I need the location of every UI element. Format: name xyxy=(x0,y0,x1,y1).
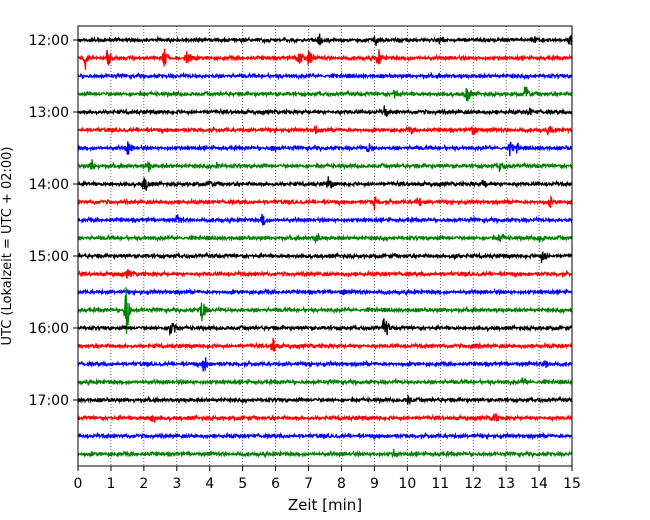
x-tick-label: 4 xyxy=(205,476,214,492)
x-tick-label: 6 xyxy=(271,476,280,492)
trace-row xyxy=(77,393,573,406)
x-tick-label: 11 xyxy=(431,476,449,492)
trace-row xyxy=(77,71,573,81)
trace-row xyxy=(77,449,573,459)
trace-row xyxy=(77,337,573,352)
plot-frame xyxy=(77,25,573,467)
trace-row xyxy=(77,33,573,46)
x-tick-label: 2 xyxy=(139,476,148,492)
vertical-grid xyxy=(110,26,540,466)
y-tick-label: 15:00 xyxy=(29,249,69,265)
x-tick-label: 1 xyxy=(106,476,115,492)
trace-row xyxy=(77,48,573,70)
x-tick-label: 13 xyxy=(497,476,515,492)
x-axis-ticks: 0 1 2 3 4 5 6 7 8 9 10 11 12 13 14 15 xyxy=(74,466,581,492)
x-tick-label: 8 xyxy=(337,476,346,492)
y-tick-label: 16:00 xyxy=(29,321,69,337)
x-tick-label: 15 xyxy=(563,476,581,492)
trace-row xyxy=(77,233,573,245)
trace-row xyxy=(77,287,573,334)
trace-row xyxy=(77,141,573,157)
trace-row xyxy=(77,250,573,263)
y-axis-ticks: 12:00 13:00 14:00 15:00 16:00 17:00 xyxy=(29,33,78,409)
x-tick-label: 9 xyxy=(370,476,379,492)
y-tick-label: 17:00 xyxy=(29,393,69,409)
x-tick-label: 10 xyxy=(398,476,416,492)
x-axis-label: Zeit [min] xyxy=(288,496,362,514)
trace-row xyxy=(77,318,573,337)
x-tick-label: 0 xyxy=(74,476,83,492)
trace-row xyxy=(77,176,573,191)
trace-row xyxy=(77,105,573,118)
y-axis-label: UTC (Lokalzeit = UTC + 02:00) xyxy=(0,147,15,346)
trace-row xyxy=(77,357,573,372)
x-tick-label: 7 xyxy=(304,476,313,492)
trace-row xyxy=(77,431,573,441)
trace-row xyxy=(77,377,573,387)
x-tick-label: 14 xyxy=(530,476,548,492)
trace-row xyxy=(77,159,573,172)
trace-row xyxy=(77,213,573,226)
trace-row xyxy=(77,86,573,102)
trace-row xyxy=(77,194,573,211)
trace-row xyxy=(77,412,573,423)
x-tick-label: 12 xyxy=(464,476,482,492)
trace-row xyxy=(77,124,573,136)
x-tick-label: 5 xyxy=(238,476,247,492)
y-tick-label: 14:00 xyxy=(29,177,69,193)
trace-row xyxy=(77,287,573,297)
x-tick-label: 3 xyxy=(172,476,181,492)
seismogram-traces xyxy=(77,33,573,459)
y-tick-label: 12:00 xyxy=(29,33,69,49)
y-tick-label: 13:00 xyxy=(29,105,69,121)
trace-row xyxy=(77,269,573,279)
